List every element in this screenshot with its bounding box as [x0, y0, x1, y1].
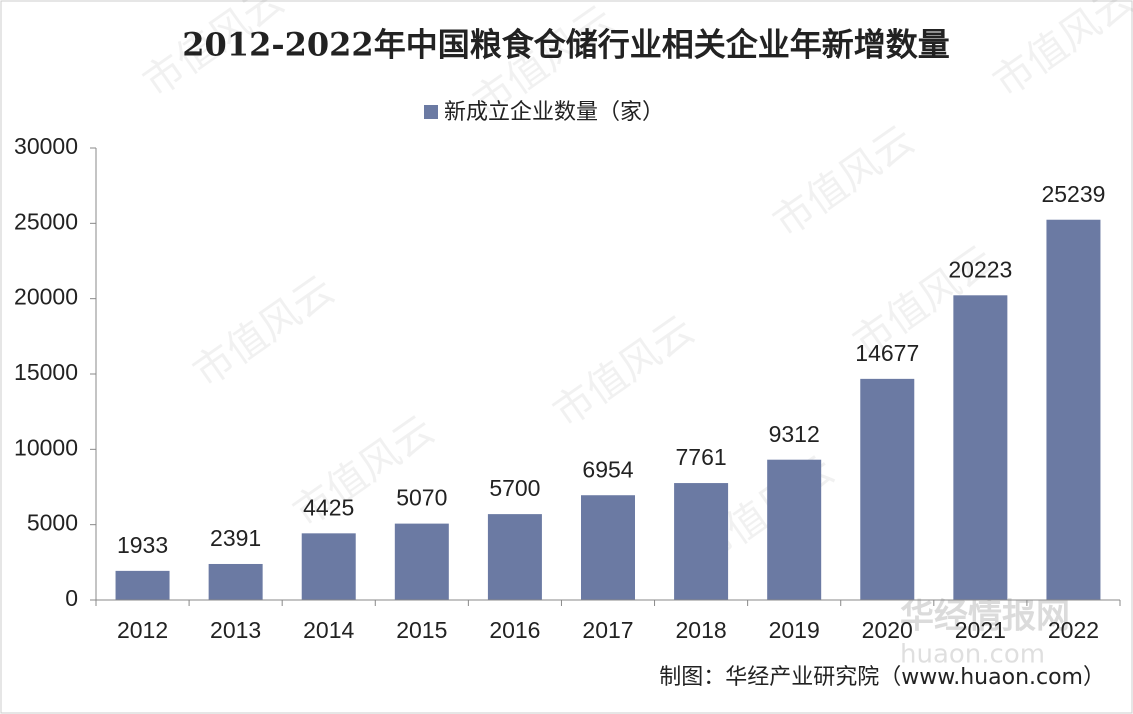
y-tick-label: 25000	[14, 208, 78, 234]
legend-label: 新成立企业数量（家）	[444, 100, 664, 125]
y-tick-label: 10000	[14, 434, 78, 460]
bar	[487, 514, 542, 600]
bar	[394, 523, 449, 600]
data-label: 9312	[769, 421, 820, 447]
chart-title: 2012-2022年中国粮食仓储行业相关企业年新增数量	[182, 26, 949, 64]
x-tick-label: 2020	[862, 617, 913, 643]
bar	[115, 570, 170, 600]
bar	[208, 563, 263, 600]
data-label: 20223	[948, 256, 1012, 282]
bar	[1046, 219, 1101, 600]
data-label: 7761	[676, 444, 727, 470]
x-tick-label: 2021	[955, 617, 1006, 643]
data-label: 4425	[303, 494, 354, 520]
y-tick-label: 5000	[27, 510, 78, 536]
y-tick-label: 0	[65, 585, 78, 611]
bar	[581, 495, 635, 600]
x-tick-label: 2022	[1048, 617, 1099, 643]
data-label: 5070	[396, 485, 447, 511]
bar	[674, 483, 729, 600]
source: 制图：华经产业研究院（www.huaon.com）	[659, 665, 1105, 690]
x-tick-label: 2016	[489, 617, 540, 643]
y-tick-label: 15000	[14, 359, 78, 385]
bar	[301, 533, 356, 600]
x-tick-label: 2019	[769, 617, 820, 643]
bar	[860, 378, 915, 600]
y-tick-label: 20000	[14, 284, 78, 310]
bar	[953, 295, 1008, 600]
legend-swatch	[424, 105, 438, 119]
x-tick-label: 2013	[210, 617, 261, 643]
x-tick-label: 2014	[303, 617, 354, 643]
data-label: 5700	[489, 475, 540, 501]
data-label: 2391	[210, 525, 261, 551]
y-tick-label: 30000	[14, 133, 78, 159]
x-tick-label: 2017	[582, 617, 633, 643]
watermark-url: huaon.com	[900, 640, 1045, 670]
bar	[767, 459, 822, 600]
data-label: 14677	[855, 340, 919, 366]
data-label: 25239	[1041, 181, 1105, 207]
data-label: 6954	[582, 456, 633, 482]
data-label: 1933	[117, 532, 168, 558]
watermark-logo: 华经情报网	[900, 597, 1070, 637]
x-tick-label: 2015	[396, 617, 447, 643]
x-tick-label: 2012	[117, 617, 168, 643]
x-tick-label: 2018	[676, 617, 727, 643]
